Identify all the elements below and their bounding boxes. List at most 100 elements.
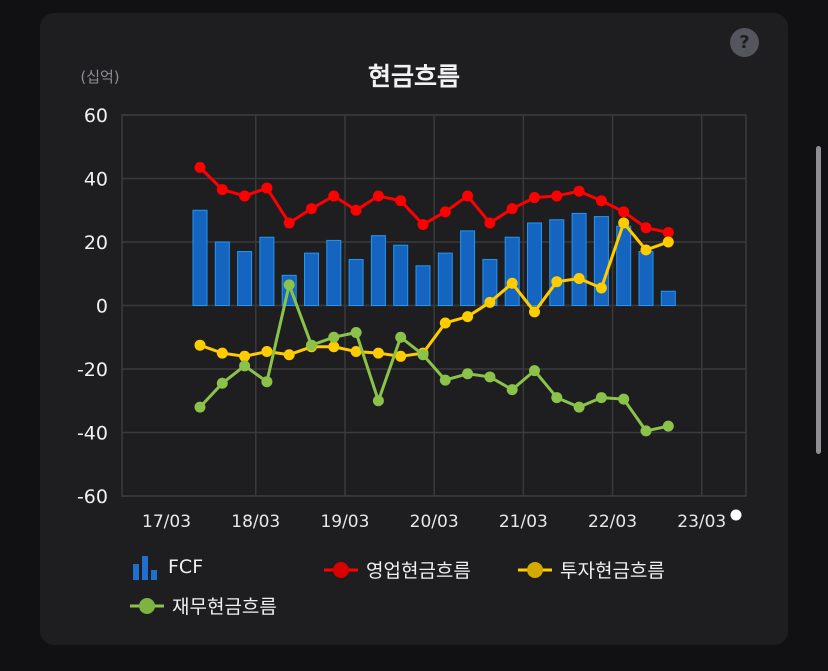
fcf-bar[interactable] [593, 216, 609, 307]
financing-cashflow-point[interactable] [595, 392, 607, 404]
legend-item-operating[interactable]: 영업현금흐름 [324, 556, 471, 583]
operating-cashflow-point[interactable] [439, 206, 451, 218]
financing-cashflow-point[interactable] [439, 374, 451, 386]
operating-cashflow-point[interactable] [462, 190, 474, 202]
fcf-bar[interactable] [370, 235, 386, 306]
investing-cashflow-point[interactable] [328, 341, 340, 353]
financing-cashflow-point[interactable] [261, 376, 273, 388]
operating-cashflow-point[interactable] [551, 190, 563, 202]
fcf-bar[interactable] [259, 236, 275, 306]
financing-cashflow-point[interactable] [640, 425, 652, 437]
operating-cashflow-point[interactable] [261, 182, 273, 194]
investing-cashflow-point[interactable] [506, 277, 518, 289]
investing-cashflow-point[interactable] [239, 350, 251, 362]
fcf-bar[interactable] [214, 241, 230, 306]
operating-cashflow-point[interactable] [662, 226, 674, 238]
investing-cashflow-point[interactable] [372, 347, 384, 359]
financing-cashflow-point[interactable] [417, 349, 429, 361]
financing-cashflow-point[interactable] [506, 384, 518, 396]
fcf-bar[interactable] [437, 252, 453, 307]
fcf-bar[interactable] [415, 265, 431, 306]
investing-cashflow-point[interactable] [662, 236, 674, 248]
investing-cashflow-point[interactable] [462, 311, 474, 323]
y-tick-label: 60 [84, 105, 108, 127]
operating-cashflow-point[interactable] [372, 190, 384, 202]
unit-label: (십억) [80, 68, 119, 86]
financing-cashflow-point[interactable] [529, 365, 540, 377]
series-lines [194, 161, 674, 437]
operating-cashflow-point[interactable] [595, 195, 607, 207]
investing-cashflow-point[interactable] [350, 346, 362, 358]
investing-cashflow-point[interactable] [439, 317, 451, 329]
operating-cashflow-point[interactable] [484, 217, 496, 229]
operating-cashflow-point[interactable] [350, 204, 362, 216]
financing-cashflow-point[interactable] [395, 331, 407, 343]
legend-item-financing[interactable]: 재무현금흐름 [130, 592, 277, 619]
y-tick-label: -60 [77, 486, 108, 508]
legend-item-investing[interactable]: 투자현금흐름 [518, 556, 665, 583]
investing-cashflow-point[interactable] [551, 276, 563, 288]
financing-cashflow-point[interactable] [484, 371, 496, 383]
financing-cashflow-point[interactable] [283, 279, 295, 291]
operating-cashflow-point[interactable] [529, 192, 540, 204]
page-indicator-dot[interactable] [730, 509, 742, 521]
chart-grid [121, 114, 747, 497]
operating-cashflow-point[interactable] [194, 161, 206, 173]
financing-cashflow-point[interactable] [462, 368, 474, 380]
financing-cashflow-point[interactable] [551, 392, 563, 404]
financing-cashflow-point[interactable] [573, 401, 585, 413]
operating-cashflow-point[interactable] [506, 203, 518, 215]
help-icon[interactable]: ? [730, 28, 759, 57]
investing-cashflow-point[interactable] [640, 244, 652, 256]
financing-cashflow-point[interactable] [306, 339, 317, 351]
operating-cashflow-point[interactable] [618, 206, 630, 218]
operating-cashflow-point[interactable] [216, 184, 228, 196]
financing-cashflow-point[interactable] [328, 331, 340, 343]
financing-cashflow-point[interactable] [372, 395, 384, 407]
operating-cashflow-point[interactable] [573, 185, 585, 197]
investing-cashflow-point[interactable] [395, 350, 407, 362]
fcf-bars [192, 209, 676, 307]
fcf-bar[interactable] [326, 239, 342, 307]
investing-cashflow-point[interactable] [529, 306, 540, 318]
operating-cashflow-point[interactable] [283, 217, 295, 229]
operating-cashflow-point[interactable] [640, 222, 652, 234]
financing-cashflow-point[interactable] [350, 326, 362, 338]
fcf-bar[interactable] [549, 219, 565, 306]
operating-cashflow-point[interactable] [239, 190, 251, 202]
vertical-scrollbar[interactable] [816, 146, 821, 454]
financing-cashflow-point[interactable] [662, 420, 674, 432]
financing-cashflow-point[interactable] [618, 393, 630, 405]
fcf-bar[interactable] [237, 251, 253, 306]
investing-cashflow-point[interactable] [484, 296, 496, 308]
fcf-bar[interactable] [638, 251, 654, 306]
fcf-bar[interactable] [192, 209, 208, 306]
financing-cashflow-point[interactable] [194, 401, 206, 413]
fcf-bar[interactable] [393, 244, 409, 307]
investing-cashflow-point[interactable] [595, 282, 607, 294]
operating-cashflow-point[interactable] [395, 195, 407, 207]
operating-cashflow-point[interactable] [328, 190, 340, 202]
investing-cashflow-point[interactable] [618, 217, 630, 229]
operating-cashflow-point[interactable] [306, 203, 317, 215]
investing-cashflow-point[interactable] [573, 273, 585, 285]
fcf-bar[interactable] [304, 252, 319, 307]
x-tick-label: 21/03 [499, 512, 548, 532]
investing-cashflow-point[interactable] [216, 347, 228, 359]
financing-cashflow-line [198, 283, 669, 433]
fcf-bar[interactable] [571, 212, 587, 306]
y-tick-label: 40 [84, 169, 108, 191]
fcf-bar[interactable] [660, 290, 676, 306]
legend-item-fcf[interactable]: FCF [132, 554, 203, 580]
investing-cashflow-point[interactable] [283, 349, 295, 361]
fcf-bar[interactable] [348, 258, 364, 306]
fcf-bar[interactable] [460, 230, 476, 306]
fcf-bar[interactable] [527, 222, 542, 306]
fcf-bar[interactable] [504, 236, 520, 306]
operating-cashflow-point[interactable] [417, 219, 429, 231]
financing-cashflow-point[interactable] [239, 360, 251, 372]
investing-cashflow-point[interactable] [261, 346, 273, 358]
financing-cashflow-point[interactable] [216, 377, 228, 389]
investing-cashflow-point[interactable] [194, 339, 206, 351]
